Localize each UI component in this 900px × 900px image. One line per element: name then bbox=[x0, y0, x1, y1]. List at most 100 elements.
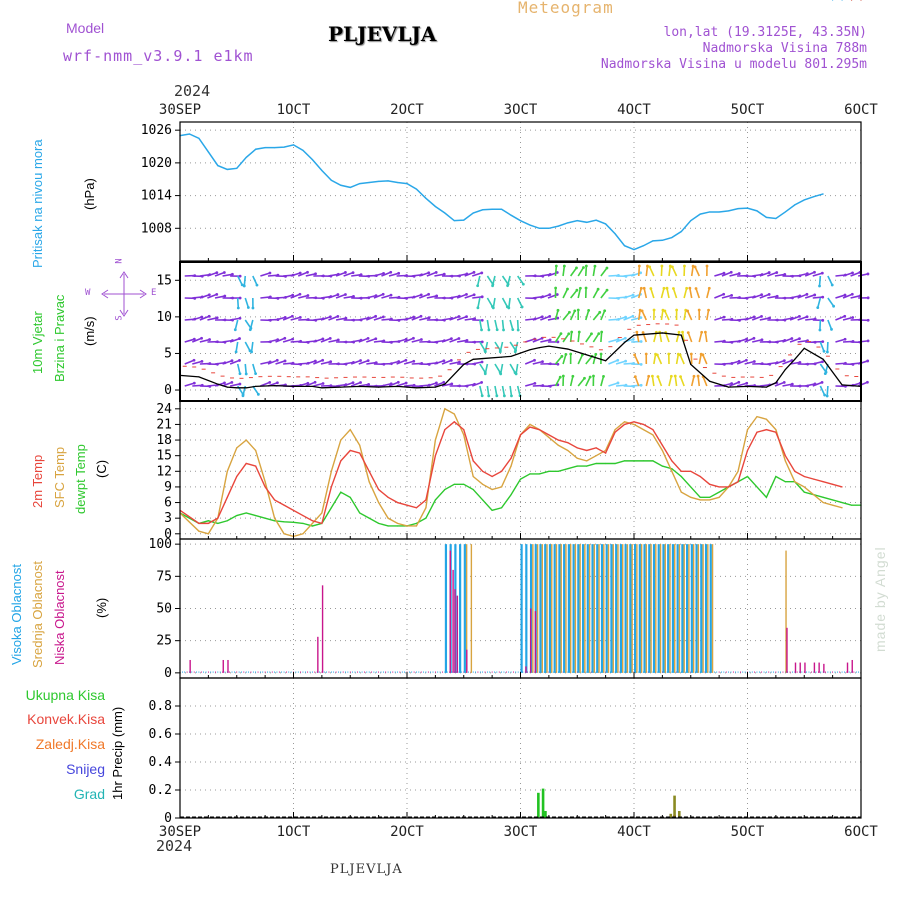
high-cloud-bar bbox=[648, 544, 651, 673]
dewpt-point bbox=[623, 460, 626, 462]
wind-speed-point bbox=[444, 383, 446, 385]
pressure-point bbox=[217, 165, 219, 167]
sfc-temp-point bbox=[444, 408, 446, 410]
wind-arrow bbox=[540, 315, 550, 321]
wind-arrow-head bbox=[679, 375, 682, 379]
wind-arrow-head bbox=[556, 316, 560, 320]
sfc-temp-point bbox=[576, 457, 578, 459]
low-cloud-bar bbox=[317, 636, 319, 673]
wind-arrow bbox=[366, 338, 377, 343]
wind-arrow-head bbox=[697, 308, 701, 312]
dewpt-point bbox=[311, 525, 314, 527]
wind-arrow-head bbox=[593, 264, 597, 268]
wind-arrow bbox=[207, 317, 218, 321]
wind-arrow bbox=[411, 338, 422, 343]
grid-layer bbox=[180, 122, 861, 819]
wind-arrow-head bbox=[352, 295, 355, 298]
wind-arrow bbox=[426, 382, 437, 387]
pressure-point bbox=[510, 214, 512, 216]
pressure-point bbox=[614, 233, 616, 235]
wind-arrow bbox=[222, 273, 233, 277]
wind-arrow-head bbox=[381, 292, 385, 296]
wind-arrow bbox=[584, 265, 588, 277]
wind-arrow bbox=[509, 363, 516, 374]
wind-arrow-head bbox=[678, 353, 682, 357]
wind-arrow bbox=[532, 360, 543, 365]
wind-arrow bbox=[358, 383, 369, 387]
dewpt-point bbox=[283, 521, 285, 523]
dewpt-point bbox=[359, 512, 361, 514]
wind-arrow-head bbox=[660, 264, 664, 268]
wind-arrow-head bbox=[476, 306, 480, 310]
dewpt-point bbox=[226, 520, 228, 522]
wind-arrow-head bbox=[821, 295, 825, 299]
pressure-point bbox=[472, 212, 474, 214]
wind-arrow bbox=[358, 337, 369, 343]
wind-arrow bbox=[826, 385, 829, 397]
wind-speed-point bbox=[652, 333, 654, 335]
dewpt-point bbox=[500, 507, 503, 509]
wind-arrow bbox=[434, 360, 445, 365]
wind-arrow-head bbox=[639, 316, 643, 319]
wind-arrow bbox=[343, 271, 354, 277]
precip-bar-total bbox=[541, 788, 545, 818]
wind-arrow bbox=[275, 316, 286, 321]
wind-arrow-head bbox=[344, 316, 348, 320]
wind-arrow-head bbox=[639, 340, 643, 343]
wind-arrow-head bbox=[768, 316, 771, 320]
low-cloud-bar bbox=[813, 662, 816, 673]
dewpt-line bbox=[179, 460, 861, 527]
wind-label-1: 10m Vjetar bbox=[30, 311, 45, 374]
wind-arrow bbox=[744, 360, 755, 365]
pressure-point bbox=[463, 219, 465, 221]
wind-arrow bbox=[192, 360, 203, 365]
wind-arrow bbox=[569, 267, 578, 277]
dewpt-point bbox=[557, 470, 559, 472]
time-label-bottom: 2OCT bbox=[390, 824, 424, 840]
wind-arrow bbox=[350, 359, 361, 365]
wind-arrow bbox=[199, 273, 210, 277]
wind-arrow bbox=[192, 316, 203, 321]
wind-arrow-head bbox=[584, 286, 588, 290]
wind-arrow bbox=[515, 363, 519, 375]
wind-arrow bbox=[426, 295, 437, 299]
mid-cloud-bar bbox=[707, 544, 709, 673]
wind-arrow bbox=[499, 363, 504, 374]
pressure-point bbox=[425, 197, 427, 199]
wind-arrow bbox=[752, 338, 763, 343]
wind-arrow bbox=[774, 359, 785, 365]
wind-arrow bbox=[751, 315, 762, 321]
wind-arrow-head bbox=[570, 330, 574, 334]
wind-arrow bbox=[267, 359, 278, 365]
dewpt-point bbox=[586, 465, 588, 467]
sfc-temp-point bbox=[699, 499, 701, 501]
wind-arrow-head bbox=[830, 283, 834, 287]
sfc-temp-point bbox=[340, 439, 342, 441]
wind-arrow-head bbox=[298, 315, 302, 319]
wind-arrow-head bbox=[412, 359, 416, 363]
high-cloud-bar bbox=[619, 544, 623, 673]
wind-arrow-head bbox=[472, 293, 476, 297]
wind-arrow-head bbox=[480, 328, 483, 332]
wind-arrow bbox=[666, 288, 670, 299]
wind-arrow-head bbox=[737, 272, 741, 275]
wind-arrow-head bbox=[745, 337, 749, 341]
ytick-label-temp: 21 bbox=[156, 417, 172, 432]
wind-arrow-head bbox=[576, 308, 580, 312]
wind-arrow bbox=[585, 355, 593, 365]
wind-arrow bbox=[358, 317, 369, 321]
wind-arrow-head bbox=[573, 309, 577, 313]
sfc-temp-point bbox=[529, 423, 531, 426]
wind-arrow bbox=[464, 271, 475, 277]
wind-arrow-head bbox=[588, 375, 592, 379]
wind-arrow bbox=[516, 297, 523, 308]
sfc-temp-point bbox=[387, 517, 389, 519]
wind-arrow-head bbox=[692, 374, 696, 378]
ytick-label-temp: 18 bbox=[156, 433, 172, 448]
wind-arrow bbox=[812, 360, 823, 365]
temp-2m-point bbox=[387, 496, 389, 498]
wind-arrow bbox=[456, 273, 468, 277]
sfc-temp-point bbox=[482, 483, 484, 485]
ytick-label-pressure: 1014 bbox=[141, 189, 172, 204]
wind-arrow-head bbox=[821, 360, 824, 364]
